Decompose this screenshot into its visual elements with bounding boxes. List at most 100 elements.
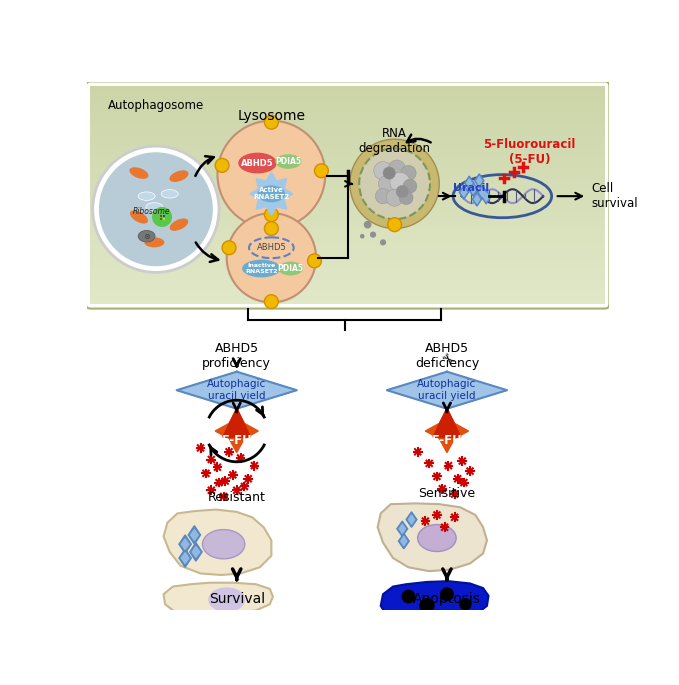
Circle shape (388, 160, 405, 177)
Circle shape (396, 186, 409, 198)
Polygon shape (188, 525, 200, 544)
Polygon shape (481, 190, 491, 204)
FancyBboxPatch shape (90, 143, 605, 147)
FancyBboxPatch shape (90, 97, 605, 100)
Circle shape (386, 189, 403, 206)
Circle shape (350, 139, 439, 229)
Polygon shape (477, 177, 482, 185)
Ellipse shape (238, 153, 277, 173)
Ellipse shape (145, 238, 164, 247)
Text: Sensitive: Sensitive (418, 486, 475, 499)
FancyBboxPatch shape (90, 182, 605, 184)
Text: ✂: ✂ (437, 349, 457, 369)
Circle shape (93, 146, 219, 273)
FancyBboxPatch shape (90, 260, 605, 264)
FancyBboxPatch shape (90, 154, 605, 158)
FancyBboxPatch shape (90, 203, 605, 206)
FancyBboxPatch shape (90, 227, 605, 231)
FancyBboxPatch shape (90, 129, 605, 133)
FancyBboxPatch shape (90, 271, 605, 275)
FancyBboxPatch shape (90, 187, 605, 190)
Ellipse shape (275, 154, 301, 169)
Polygon shape (179, 549, 191, 567)
FancyBboxPatch shape (90, 127, 605, 130)
Text: ⊗: ⊗ (143, 232, 150, 240)
Polygon shape (433, 408, 461, 437)
Ellipse shape (130, 167, 149, 179)
Polygon shape (473, 192, 481, 206)
FancyBboxPatch shape (90, 241, 605, 245)
FancyBboxPatch shape (90, 116, 605, 119)
FancyBboxPatch shape (90, 157, 605, 160)
Ellipse shape (170, 171, 189, 182)
Polygon shape (401, 536, 407, 546)
Polygon shape (181, 553, 189, 564)
Polygon shape (459, 186, 469, 199)
Circle shape (378, 175, 395, 192)
Polygon shape (177, 372, 297, 409)
Circle shape (364, 221, 371, 229)
Polygon shape (469, 182, 478, 196)
Circle shape (99, 152, 213, 266)
FancyBboxPatch shape (90, 214, 605, 217)
FancyBboxPatch shape (90, 238, 605, 242)
Text: Ribosome: Ribosome (133, 207, 171, 216)
Circle shape (314, 164, 329, 177)
Circle shape (432, 610, 442, 621)
Polygon shape (474, 195, 479, 203)
FancyBboxPatch shape (90, 105, 605, 108)
Ellipse shape (130, 210, 148, 223)
FancyBboxPatch shape (90, 149, 605, 152)
Circle shape (264, 115, 278, 129)
Polygon shape (189, 543, 202, 561)
Text: Cell
survival: Cell survival (591, 182, 638, 210)
Ellipse shape (138, 230, 155, 242)
FancyBboxPatch shape (90, 299, 605, 301)
Text: Apoptosis: Apoptosis (413, 592, 481, 606)
FancyBboxPatch shape (90, 222, 605, 225)
Polygon shape (478, 186, 487, 199)
FancyBboxPatch shape (90, 225, 605, 228)
FancyBboxPatch shape (90, 132, 605, 136)
FancyBboxPatch shape (90, 146, 605, 149)
FancyBboxPatch shape (90, 121, 605, 125)
FancyBboxPatch shape (90, 89, 605, 92)
Circle shape (227, 213, 316, 302)
Bar (163, 214, 165, 217)
Text: Active
RNASET2: Active RNASET2 (253, 188, 289, 200)
Ellipse shape (208, 587, 245, 612)
Text: Autophagic
uracil yield: Autophagic uracil yield (418, 379, 477, 401)
FancyBboxPatch shape (90, 301, 605, 304)
Ellipse shape (162, 190, 178, 198)
FancyBboxPatch shape (90, 266, 605, 269)
FancyBboxPatch shape (90, 247, 605, 250)
Text: Uracil: Uracil (453, 183, 489, 192)
Circle shape (390, 173, 410, 192)
Text: ABHD5: ABHD5 (257, 243, 287, 252)
Polygon shape (164, 510, 272, 575)
FancyBboxPatch shape (90, 165, 605, 168)
Polygon shape (191, 530, 198, 540)
Text: Survival: Survival (208, 592, 265, 606)
Circle shape (399, 190, 413, 205)
Circle shape (264, 295, 278, 308)
Polygon shape (397, 521, 407, 536)
Circle shape (359, 149, 430, 219)
Polygon shape (406, 512, 417, 527)
FancyBboxPatch shape (90, 100, 605, 103)
Polygon shape (464, 176, 474, 190)
Circle shape (401, 165, 416, 181)
FancyBboxPatch shape (90, 176, 605, 179)
FancyBboxPatch shape (90, 171, 605, 173)
Polygon shape (483, 192, 489, 201)
Polygon shape (378, 503, 487, 571)
Text: PDIA5: PDIA5 (278, 264, 304, 273)
Text: ABHD5
proficiency: ABHD5 proficiency (202, 342, 271, 370)
Polygon shape (215, 410, 258, 453)
Circle shape (459, 598, 472, 610)
FancyBboxPatch shape (90, 255, 605, 258)
Text: ABHD5: ABHD5 (241, 158, 274, 168)
Text: Resistant: Resistant (208, 491, 265, 504)
Circle shape (440, 587, 454, 601)
Ellipse shape (146, 203, 163, 211)
